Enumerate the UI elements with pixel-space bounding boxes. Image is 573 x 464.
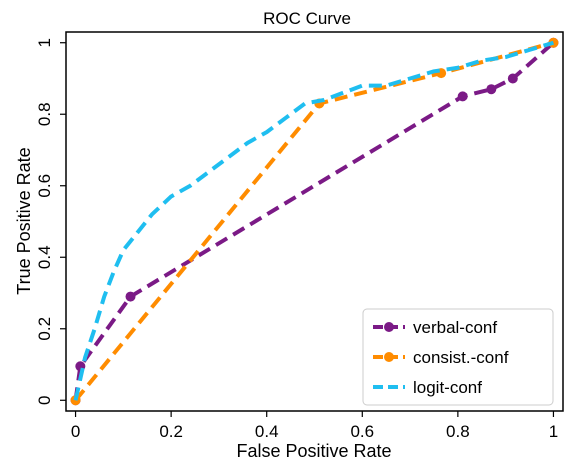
x-tick-label: 0 [71,422,80,441]
chart-title: ROC Curve [263,9,351,28]
legend-marker [384,352,394,362]
y-axis-label: True Positive Rate [14,147,34,294]
x-tick-label: 0.8 [446,422,470,441]
data-point [507,73,518,84]
data-point [457,91,468,102]
y-tick-label: 0.8 [35,102,54,126]
x-tick-label: 0.6 [350,422,374,441]
legend-label: consist.-conf [413,348,509,367]
x-tick-label: 0.4 [255,422,279,441]
y-tick-label: 0 [35,396,54,405]
x-axis-ticks: 0 0.2 0.4 0.6 0.8 1 [71,411,558,441]
legend-item: verbal-conf [373,318,497,337]
series-line [73,40,555,401]
legend: verbal-conf consist.-conf logit-conf [362,308,554,406]
y-tick-label: 0.2 [35,317,54,341]
x-axis-label: False Positive Rate [236,441,391,461]
legend-marker [384,322,394,332]
x-tick-label: 0.2 [159,422,183,441]
x-tick-label: 1 [549,422,558,441]
data-point [125,291,136,302]
series-layer [70,37,559,406]
plot-frame [65,31,564,412]
legend-item: consist.-conf [373,348,509,367]
legend-label: verbal-conf [413,318,497,337]
y-axis-ticks: 0 0.2 0.4 0.6 0.8 1 [35,38,66,405]
legend-box [362,308,554,406]
y-tick-label: 1 [35,38,54,47]
legend-label: logit-conf [413,378,482,397]
series-logit-conf [73,40,555,401]
y-tick-label: 0.6 [35,174,54,198]
data-point [486,84,497,95]
legend-item: logit-conf [373,378,482,397]
y-tick-label: 0.4 [35,245,54,269]
